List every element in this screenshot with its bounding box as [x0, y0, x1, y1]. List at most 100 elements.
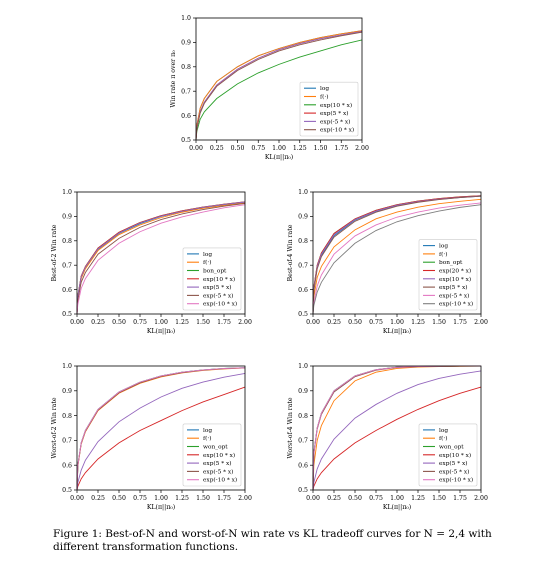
y-tick-label: 0.8: [62, 238, 72, 245]
legend-label: exp(10 * x): [439, 276, 471, 283]
legend-label: log: [203, 252, 212, 258]
x-tick-label: 0.50: [348, 495, 362, 502]
y-tick-label: 0.7: [298, 262, 308, 269]
legend-label: f(·): [203, 435, 212, 442]
y-tick-label: 0.5: [298, 311, 308, 318]
y-tick-label: 0.8: [62, 413, 72, 420]
legend-box: [418, 423, 478, 487]
x-tick-label: 2.00: [238, 319, 252, 326]
legend-box: [299, 81, 359, 137]
worst-of-4-chart: 0.00 0.25 0.50 0.75 1.00 1.25 1.50 1.75 2.00 0.5 0…: [287, 363, 488, 511]
x-tick-label: 2.00: [474, 495, 488, 502]
figure-caption: Figure 1: Best-of-N and worst-of-N win r…: [53, 528, 492, 553]
legend-label: exp(-5 * x): [439, 468, 469, 475]
legend-label: exp(-10 * x): [439, 301, 473, 308]
y-tick-label: 1.0: [62, 189, 72, 196]
legend-label: log: [439, 428, 448, 434]
x-tick-label: 2.00: [474, 319, 488, 326]
best-of-2-chart: 0.00 0.25 0.50 0.75 1.00 1.25 1.50 1.75 2.00 0.5 0…: [51, 189, 252, 335]
legend-label: won_opt: [203, 445, 228, 451]
legend-label: exp(20 * x): [439, 268, 471, 275]
x-tick-label: 1.25: [175, 319, 189, 326]
x-tick-label: 0.25: [327, 495, 341, 502]
y-tick-label: 0.8: [298, 238, 308, 245]
worst-of-2-chart: 0.00 0.25 0.50 0.75 1.00 1.25 1.50 1.75 2.00 0.5 0…: [51, 363, 252, 511]
x-tick-label: 1.75: [453, 495, 467, 502]
y-tick-label: 0.9: [62, 388, 72, 395]
legend-label: exp(-5 * x): [203, 468, 233, 475]
x-tick-label: 1.50: [432, 495, 446, 502]
y-tick-label: 0.5: [181, 137, 191, 144]
legend-label: exp(10 * x): [439, 452, 471, 459]
legend-label: exp(10 * x): [320, 102, 352, 109]
legend-label: log: [320, 86, 329, 92]
y-tick-label: 0.8: [298, 413, 308, 420]
legend-label: f(·): [439, 251, 448, 258]
legend-label: exp(-5 * x): [203, 292, 233, 299]
x-tick-label: 1.75: [217, 495, 231, 502]
x-tick-label: 0.00: [70, 319, 84, 326]
y-tick-label: 0.8: [181, 64, 191, 71]
x-tick-label: 1.50: [196, 319, 210, 326]
y-tick-label: 0.6: [181, 113, 191, 120]
y-axis-label: Best-of-4 Win rate: [287, 224, 294, 281]
x-tick-label: 0.50: [112, 319, 126, 326]
legend-label: f(·): [439, 435, 448, 442]
series-line-exp-5-x-: [312, 370, 482, 491]
kl-tradeoff-chart: 0.00 0.25 0.50 0.75 1.00 1.25 1.50 1.75 2.00 0.5 0…: [170, 15, 369, 161]
y-tick-label: 0.7: [62, 262, 72, 269]
x-tick-label: 2.00: [238, 495, 252, 502]
legend-label: exp(10 * x): [203, 452, 235, 459]
legend-label: exp(-10 * x): [320, 127, 354, 134]
legend-label: exp(5 * x): [439, 284, 467, 291]
x-tick-label: 1.50: [432, 319, 446, 326]
x-tick-label: 1.25: [293, 145, 307, 152]
series-line-exp-10-x-: [312, 386, 482, 491]
x-tick-label: 0.75: [251, 145, 265, 152]
x-tick-label: 1.00: [154, 319, 168, 326]
x-tick-label: 1.75: [334, 145, 348, 152]
series-line-exp-5-x-: [76, 372, 246, 491]
x-axis-label: KL(π||π₀): [147, 328, 175, 335]
x-tick-label: 1.50: [196, 495, 210, 502]
y-tick-label: 0.7: [62, 438, 72, 445]
y-tick-label: 0.6: [298, 287, 308, 294]
x-tick-label: 1.25: [411, 319, 425, 326]
legend-label: exp(5 * x): [439, 460, 467, 467]
legend-label: log: [439, 244, 448, 250]
legend-label: exp(5 * x): [203, 460, 231, 467]
legend-label: exp(-5 * x): [320, 118, 350, 125]
y-tick-label: 0.5: [62, 487, 72, 494]
x-tick-label: 1.00: [154, 495, 168, 502]
x-axis-label: KL(π||π₀): [147, 504, 175, 511]
series-line-exp-10-x-: [76, 367, 246, 491]
series-line-exp-5-x-: [76, 203, 246, 315]
x-tick-label: 0.25: [210, 145, 224, 152]
y-tick-label: 0.7: [298, 438, 308, 445]
y-axis-label: Worst-of-2 Win rate: [51, 397, 58, 458]
x-axis-label: KL(π||π₀): [383, 504, 411, 511]
x-tick-label: 2.00: [355, 145, 369, 152]
x-tick-label: 0.25: [91, 319, 105, 326]
x-tick-label: 0.00: [70, 495, 84, 502]
legend-label: f(·): [320, 94, 329, 101]
legend-box: [182, 423, 242, 487]
series-line-f-: [195, 30, 363, 141]
legend-label: exp(5 * x): [203, 284, 231, 291]
best-of-4-chart: 0.00 0.25 0.50 0.75 1.00 1.25 1.50 1.75 2.00 0.5 0…: [287, 189, 488, 335]
y-tick-label: 1.0: [181, 15, 191, 22]
y-tick-label: 0.5: [62, 311, 72, 318]
legend-label: exp(-10 * x): [203, 477, 237, 484]
series-line-exp-5-x-: [312, 202, 482, 315]
legend-label: log: [203, 428, 212, 434]
legend-label: exp(-5 * x): [439, 292, 469, 299]
y-tick-label: 0.6: [62, 287, 72, 294]
x-tick-label: 0.75: [369, 319, 383, 326]
y-axis-label: Worst-of-4 Win rate: [287, 397, 294, 458]
y-axis-label: Best-of-2 Win rate: [51, 224, 58, 281]
legend-label: exp(-10 * x): [439, 477, 473, 484]
x-tick-label: 0.00: [306, 319, 320, 326]
legend-box: [418, 239, 478, 311]
